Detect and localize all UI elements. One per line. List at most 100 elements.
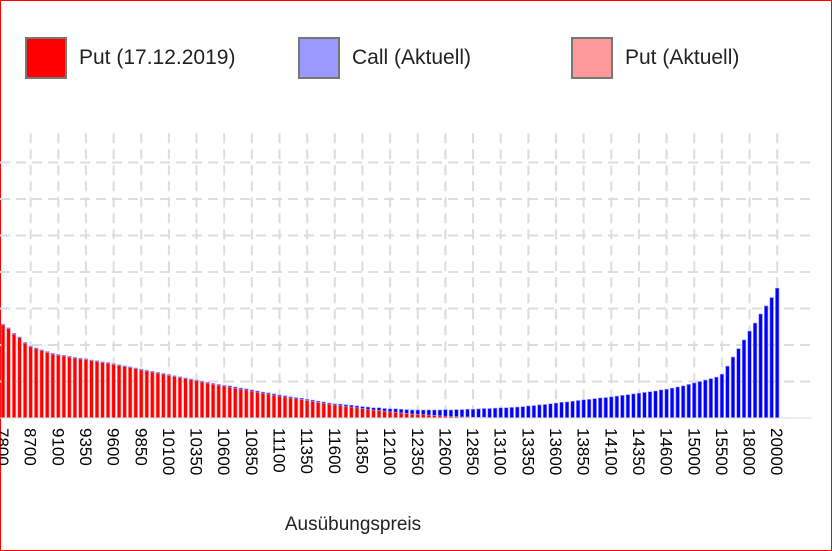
bar-call: [183, 377, 188, 379]
x-tick-label: 14350: [629, 428, 648, 475]
bar-call: [570, 400, 575, 419]
bar-call: [105, 362, 111, 364]
bar-put: [6, 328, 11, 419]
bar-call: [592, 398, 597, 419]
bar-put: [128, 367, 133, 419]
bar-call: [758, 313, 763, 419]
bar-put: [305, 400, 310, 419]
bar-call: [576, 400, 581, 419]
bar-call: [376, 407, 382, 411]
bar-call: [382, 408, 387, 412]
bar-call: [266, 392, 271, 395]
bar-call: [764, 305, 769, 419]
bar-put: [222, 385, 227, 419]
bar-put: [139, 369, 144, 419]
legend-item-put-17122019[interactable]: Put (17.12.2019): [25, 35, 235, 81]
bar-call: [255, 390, 260, 393]
bar-put: [260, 392, 266, 419]
bar-call: [288, 396, 293, 399]
legend-swatch: [571, 37, 613, 79]
bar-put: [332, 404, 337, 419]
bar-call: [426, 409, 431, 416]
bar-call: [28, 345, 33, 348]
bar-put: [28, 346, 33, 419]
bar-put: [39, 350, 44, 419]
x-tick-label: 11850: [352, 428, 371, 474]
bar-call: [360, 406, 365, 409]
bar-put: [89, 360, 94, 419]
bar-put: [155, 372, 160, 419]
bar-call: [404, 409, 409, 414]
bar-put: [199, 381, 205, 419]
bar-call: [719, 373, 724, 419]
bar-call: [11, 333, 17, 335]
x-tick-label: 15500: [712, 428, 731, 475]
bar-put: [216, 384, 221, 419]
x-tick-label: 11350: [297, 428, 316, 474]
bar-call: [642, 392, 647, 419]
x-tick-label: 13600: [546, 428, 565, 475]
bar-call: [476, 408, 481, 418]
x-tick-label: 9100: [48, 428, 67, 466]
bar-call: [161, 373, 166, 375]
bar-call: [653, 390, 658, 419]
bar-put: [365, 408, 371, 419]
bar-put: [316, 402, 321, 419]
bar-put: [393, 411, 398, 419]
bar-call: [708, 378, 713, 419]
bar-call: [614, 395, 619, 419]
bar-call: [459, 409, 465, 418]
bar-put: [183, 378, 188, 419]
bar-call: [222, 384, 227, 387]
bar-call: [282, 395, 288, 398]
bar-call: [343, 404, 348, 407]
bar-call: [117, 364, 122, 366]
bar-call: [260, 391, 266, 394]
bar-call: [45, 351, 50, 353]
bar-call: [111, 363, 116, 365]
legend-item-put-aktuell[interactable]: Put (Aktuell): [571, 35, 739, 81]
bar-put: [100, 362, 105, 419]
bar-put: [277, 395, 282, 419]
bar-call: [609, 396, 614, 419]
bar-put: [376, 410, 382, 419]
bar-call: [0, 323, 6, 326]
bar-call: [664, 388, 669, 419]
bar-call: [465, 408, 470, 418]
bar-call: [50, 353, 55, 355]
bar-put: [150, 371, 155, 419]
x-tick-label: 13350: [518, 428, 537, 475]
bar-put: [233, 387, 238, 419]
bar-call: [144, 369, 149, 372]
bar-call: [775, 287, 780, 419]
x-tick-label: 12850: [463, 428, 482, 475]
bar-put: [360, 408, 365, 419]
bar-call: [681, 385, 686, 419]
bar-call: [332, 403, 337, 406]
bar-put: [67, 356, 72, 419]
bar-call: [305, 399, 310, 401]
bar-call: [636, 392, 642, 419]
legend-label: Put (Aktuell): [625, 46, 740, 69]
bar-call: [769, 297, 774, 419]
bar-call: [686, 384, 691, 419]
bar-put: [61, 355, 66, 419]
bar-put: [50, 353, 55, 419]
bar-put: [177, 377, 183, 419]
bar-call: [526, 405, 531, 419]
bar-call: [647, 391, 653, 419]
bar-call: [432, 409, 437, 416]
bar-call: [233, 386, 238, 389]
bar-call: [6, 327, 11, 329]
bar-put: [78, 358, 83, 419]
x-tick-label: 20000: [767, 428, 786, 475]
bar-put: [117, 365, 122, 419]
bar-call: [205, 381, 210, 384]
legend-item-call-aktuell[interactable]: Call (Aktuell): [298, 35, 471, 81]
bar-call: [520, 406, 525, 419]
x-tick-label: 10350: [187, 428, 206, 475]
bar-call: [327, 402, 332, 405]
x-tick-label: 10100: [159, 428, 178, 475]
bar-call: [415, 409, 420, 415]
bar-call: [94, 360, 100, 362]
